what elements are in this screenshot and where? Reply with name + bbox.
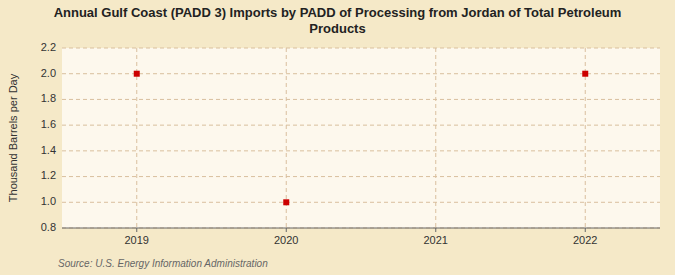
point bbox=[582, 71, 588, 77]
point bbox=[283, 199, 289, 205]
x-tick-label: 2019 bbox=[125, 234, 149, 246]
y-axis: 0.8 1.0 1.2 1.4 1.6 1.8 2.0 2.2 bbox=[41, 41, 56, 233]
point bbox=[134, 71, 140, 77]
y-tick-label: 2.0 bbox=[41, 67, 56, 79]
chart: 0.8 1.0 1.2 1.4 1.6 1.8 2.0 2.2 2019 2020 2021 2022… bbox=[0, 0, 675, 275]
y-grid-line bbox=[62, 125, 660, 126]
y-grid-line bbox=[62, 176, 660, 177]
title: Annual Gulf Coast (PADD 3) Imports by PA… bbox=[54, 5, 622, 36]
plot-area bbox=[62, 48, 660, 228]
source: Source: U.S. Energy Information Administ… bbox=[58, 258, 268, 269]
x-grid-line bbox=[435, 48, 436, 228]
y-grid-line bbox=[62, 73, 660, 74]
y-tick-label: 1.8 bbox=[41, 92, 56, 104]
x-axis: 2019 2020 2021 2022 bbox=[125, 228, 598, 246]
y-tick-label: 1.4 bbox=[41, 144, 56, 156]
title-line: Annual Gulf Coast (PADD 3) Imports by PA… bbox=[54, 5, 622, 20]
y-grid-line bbox=[62, 202, 660, 203]
x-tick-label: 2021 bbox=[424, 234, 448, 246]
y-grid-line bbox=[62, 48, 660, 49]
x-tick bbox=[585, 228, 586, 232]
y-axis-label: Thousand Barrels per Day bbox=[7, 73, 19, 202]
x-tick bbox=[435, 228, 436, 232]
x-tick-label: 2020 bbox=[274, 234, 298, 246]
y-tick-label: 1.2 bbox=[41, 169, 56, 181]
y-grid-line bbox=[62, 99, 660, 100]
x-tick-label: 2022 bbox=[573, 234, 597, 246]
y-grid-line bbox=[62, 150, 660, 151]
x-tick bbox=[136, 228, 137, 232]
background bbox=[0, 0, 675, 275]
title-line: Products bbox=[309, 21, 365, 36]
y-grid-line bbox=[62, 228, 660, 229]
y-tick-label: 1.6 bbox=[41, 118, 56, 130]
x-tick bbox=[286, 228, 287, 232]
y-tick-label: 0.8 bbox=[41, 221, 56, 233]
grid bbox=[62, 48, 660, 228]
y-tick-label: 1.0 bbox=[41, 195, 56, 207]
x-axis-line bbox=[62, 228, 660, 229]
y-tick-label: 2.2 bbox=[41, 41, 56, 53]
points bbox=[134, 71, 589, 206]
